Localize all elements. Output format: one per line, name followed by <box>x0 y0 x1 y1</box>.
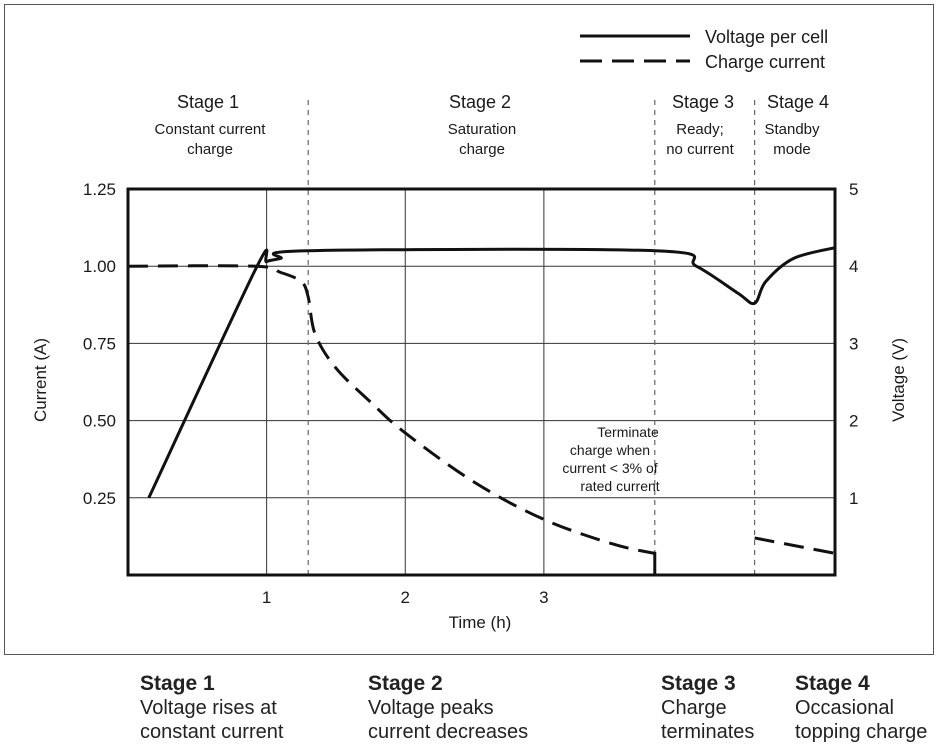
caption-stage-4: Stage 4 Occasional topping charge <box>795 672 927 744</box>
right-y-tick-label: 4 <box>849 257 858 276</box>
right-y-tick-label: 1 <box>849 489 858 508</box>
annotation-line-3: current < 3% of <box>562 460 657 476</box>
grid-layer <box>128 188 835 575</box>
x-axis-title: Time (h) <box>449 613 512 632</box>
plot-border <box>126 187 837 577</box>
stage-4-title: Stage 4 <box>767 92 829 112</box>
stage-4-desc-1: Standby <box>764 121 820 138</box>
caption-stage-2-line-1: Voltage peaks <box>368 697 494 719</box>
caption-stage-3-line-1: Charge <box>661 697 727 719</box>
stage-1-desc-1: Constant current <box>155 121 267 138</box>
caption-stage-1-title: Stage 1 <box>140 672 215 695</box>
stage-headers: Stage 1 Constant current charge Stage 2 … <box>155 92 829 158</box>
left-y-tick-label: 1.00 <box>83 257 116 276</box>
charging-chart: 1 2 3 0.25 0.50 0.75 1.00 1.25 1 2 3 4 5 Time (h) Cu… <box>31 27 908 632</box>
series-layer <box>127 246 836 575</box>
caption-stage-3: Stage 3 Charge terminates <box>661 672 754 744</box>
left-y-tick-label: 0.50 <box>83 412 116 431</box>
stage-dividers <box>307 100 756 575</box>
caption-stage-2: Stage 2 Voltage peaks current decreases <box>368 672 528 744</box>
stage-4-desc-2: mode <box>773 141 811 158</box>
caption-stage-2-line-2: current decreases <box>368 721 529 743</box>
right-axis-title: Voltage (V) <box>889 338 908 422</box>
right-y-tick-label: 3 <box>849 334 858 353</box>
stage-1-desc-2: charge <box>187 141 233 158</box>
annotation-line-1: Terminate <box>597 424 659 440</box>
right-y-tick-label: 5 <box>849 180 858 199</box>
tick-labels: 1 2 3 0.25 0.50 0.75 1.00 1.25 1 2 3 4 5 <box>83 180 859 607</box>
caption-stage-2-title: Stage 2 <box>368 672 443 695</box>
chart-frame <box>4 4 934 655</box>
terminate-annotation: Terminate charge when current < 3% of ra… <box>562 424 659 494</box>
caption-stage-1-line-2: constant current <box>140 721 284 743</box>
caption-stage-1-line-1: Voltage rises at <box>140 697 277 719</box>
stage-2-title: Stage 2 <box>449 92 511 112</box>
left-y-tick-label: 1.25 <box>83 180 116 199</box>
caption-stage-4-line-2: topping charge <box>795 721 928 743</box>
annotation-line-2: charge when <box>570 442 650 458</box>
left-axis-title: Current (A) <box>31 338 50 422</box>
annotation-line-4: rated current <box>580 478 659 494</box>
stage-3-desc-2: no current <box>666 141 734 158</box>
x-tick-label: 1 <box>262 588 271 607</box>
legend: Voltage per cell Charge current <box>580 27 828 72</box>
x-tick-label: 2 <box>401 588 410 607</box>
voltage-line-0 <box>147 246 836 499</box>
left-y-tick-label: 0.25 <box>83 489 116 508</box>
stage-2-desc-2: charge <box>459 141 505 158</box>
stage-3-title: Stage 3 <box>672 92 734 112</box>
charge-current-line-2 <box>754 536 836 555</box>
caption-stage-1: Stage 1 Voltage rises at constant curren… <box>140 672 283 744</box>
caption-stage-4-line-1: Occasional <box>795 697 894 719</box>
x-tick-label: 3 <box>539 588 548 607</box>
stage-2-desc-1: Saturation <box>448 121 516 138</box>
legend-label-voltage: Voltage per cell <box>705 27 828 47</box>
stage-1-title: Stage 1 <box>177 92 239 112</box>
caption-stage-3-line-2: terminates <box>661 721 755 743</box>
legend-label-current: Charge current <box>705 52 825 72</box>
stage-3-desc-1: Ready; <box>676 121 724 138</box>
caption-stage-4-title: Stage 4 <box>795 672 870 695</box>
charge-current-line-1 <box>127 264 656 555</box>
right-y-tick-label: 2 <box>849 412 858 431</box>
left-y-tick-label: 0.75 <box>83 334 116 353</box>
caption-stage-3-title: Stage 3 <box>661 672 736 695</box>
